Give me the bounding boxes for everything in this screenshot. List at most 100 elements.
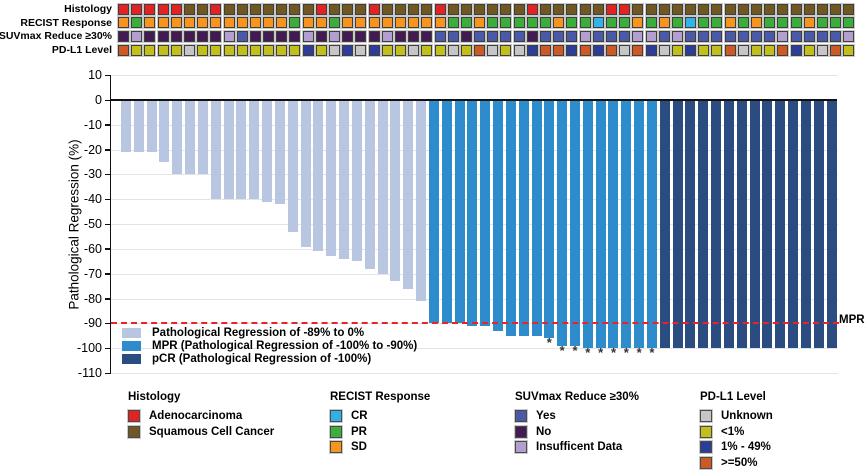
track-row-recist — [118, 17, 855, 29]
legend-swatch — [515, 409, 527, 422]
annotation-cell — [751, 17, 762, 29]
annotation-cell — [711, 3, 723, 15]
annotation-cell — [289, 44, 301, 56]
annotation-cell — [329, 30, 340, 42]
annotation-cell — [658, 44, 670, 56]
annotation-cell — [830, 30, 842, 42]
legend-label: SD — [351, 441, 367, 454]
annotation-cell — [289, 17, 301, 29]
legend-label: Squamous Cell Cancer — [149, 425, 275, 438]
annotation-cell — [315, 3, 327, 15]
annotation-cell — [632, 44, 644, 56]
annotation-cell — [183, 30, 195, 42]
waterfall-bar — [698, 101, 709, 349]
annotation-cell — [434, 44, 446, 56]
track-label-recist: RECIST Response — [20, 16, 112, 29]
axis-tick-label: -30 — [83, 167, 102, 182]
waterfall-bar — [518, 101, 529, 336]
axis-tick — [105, 322, 110, 325]
annotation-cell — [698, 44, 710, 56]
axis-tick — [105, 223, 110, 226]
annotation-cell — [724, 30, 736, 42]
asterisk-marker: * — [623, 345, 629, 361]
annotation-cell — [447, 3, 459, 15]
y-axis-line — [109, 75, 111, 374]
legend-swatch — [122, 340, 141, 351]
annotation-cell — [645, 17, 657, 29]
axis-tick-label: -50 — [83, 217, 102, 232]
legend-label: Yes — [536, 409, 556, 422]
plot-legend-item: Pathological Regression of -89% to 0% — [122, 327, 364, 339]
annotation-cell — [368, 17, 380, 29]
legend-group: Histology Adenocarcinoma Squamous Cell Can… — [128, 390, 274, 439]
annotation-cell — [474, 30, 486, 42]
legend-group-title: Histology — [128, 391, 181, 403]
annotation-cell — [144, 30, 156, 42]
asterisk-marker: * — [598, 345, 604, 361]
annotation-cell — [645, 3, 657, 15]
waterfall-bar — [210, 101, 221, 200]
annotation-cell — [210, 3, 222, 15]
annotation-cell — [170, 44, 182, 56]
annotation-cell — [197, 17, 209, 29]
annotation-cell — [566, 17, 578, 29]
gridline — [111, 373, 838, 375]
annotation-cell — [513, 3, 525, 15]
waterfall-bar — [300, 101, 311, 247]
track-label-pdl1: PD-L1 Level — [51, 44, 112, 57]
waterfall-bar — [762, 101, 773, 349]
annotation-cell — [236, 3, 248, 15]
annotation-cell — [645, 44, 657, 56]
annotation-cell — [210, 17, 222, 29]
annotation-cell — [302, 30, 314, 42]
track-label-suv: SUVmax Reduce ≥30% — [0, 30, 112, 43]
legend-item: PR — [330, 424, 430, 440]
waterfall-bar — [800, 101, 811, 349]
legend-item: CR — [330, 408, 430, 424]
waterfall-bar — [826, 101, 837, 349]
annotation-cell — [566, 30, 578, 42]
waterfall-bar — [493, 101, 504, 331]
annotation-cell — [263, 30, 275, 42]
annotation-cell — [223, 30, 235, 42]
annotation-cell — [474, 17, 486, 29]
waterfall-bar: * — [544, 101, 555, 349]
annotation-cell — [711, 17, 723, 29]
annotation-cell — [803, 30, 815, 42]
annotation-cell — [394, 17, 406, 29]
waterfall-bar — [672, 101, 683, 349]
plot-legend-item: pCR (Pathological Regression of -100%) — [122, 353, 371, 365]
annotation-cell — [460, 30, 472, 42]
annotation-cell — [381, 17, 393, 29]
axis-tick — [105, 149, 110, 151]
legend-swatch — [700, 456, 712, 469]
zero-axis-line — [111, 99, 837, 101]
waterfall-bar — [121, 101, 131, 153]
annotation-cell — [698, 3, 710, 15]
waterfall-bar — [531, 101, 542, 336]
waterfall-bar — [262, 101, 273, 202]
annotation-cell — [843, 3, 855, 15]
legend-label: >=50% — [721, 456, 758, 469]
annotation-cell — [513, 30, 525, 42]
annotation-cell — [329, 3, 340, 15]
annotation-cell — [302, 3, 314, 15]
annotation-cell — [368, 30, 380, 42]
track-row-suv — [118, 30, 855, 42]
legend-group: RECIST Response CR PR SD — [330, 390, 430, 455]
legend-label: 1% - 49% — [721, 441, 771, 454]
waterfall-bar — [454, 101, 465, 324]
annotation-cell — [816, 30, 828, 42]
annotation-cell — [605, 3, 617, 15]
legend-item: Unknown — [700, 408, 773, 424]
waterfall-bar: * — [646, 101, 657, 359]
annotation-cell — [632, 30, 644, 42]
annotation-cell — [342, 17, 354, 29]
legend-swatch — [128, 409, 140, 422]
annotation-cell — [394, 30, 406, 42]
annotation-cell — [170, 3, 182, 15]
legend-label: Adenocarcinoma — [149, 409, 243, 422]
annotation-cell — [487, 3, 499, 15]
legend-item: Adenocarcinoma — [128, 408, 274, 424]
annotation-cell — [605, 30, 617, 42]
